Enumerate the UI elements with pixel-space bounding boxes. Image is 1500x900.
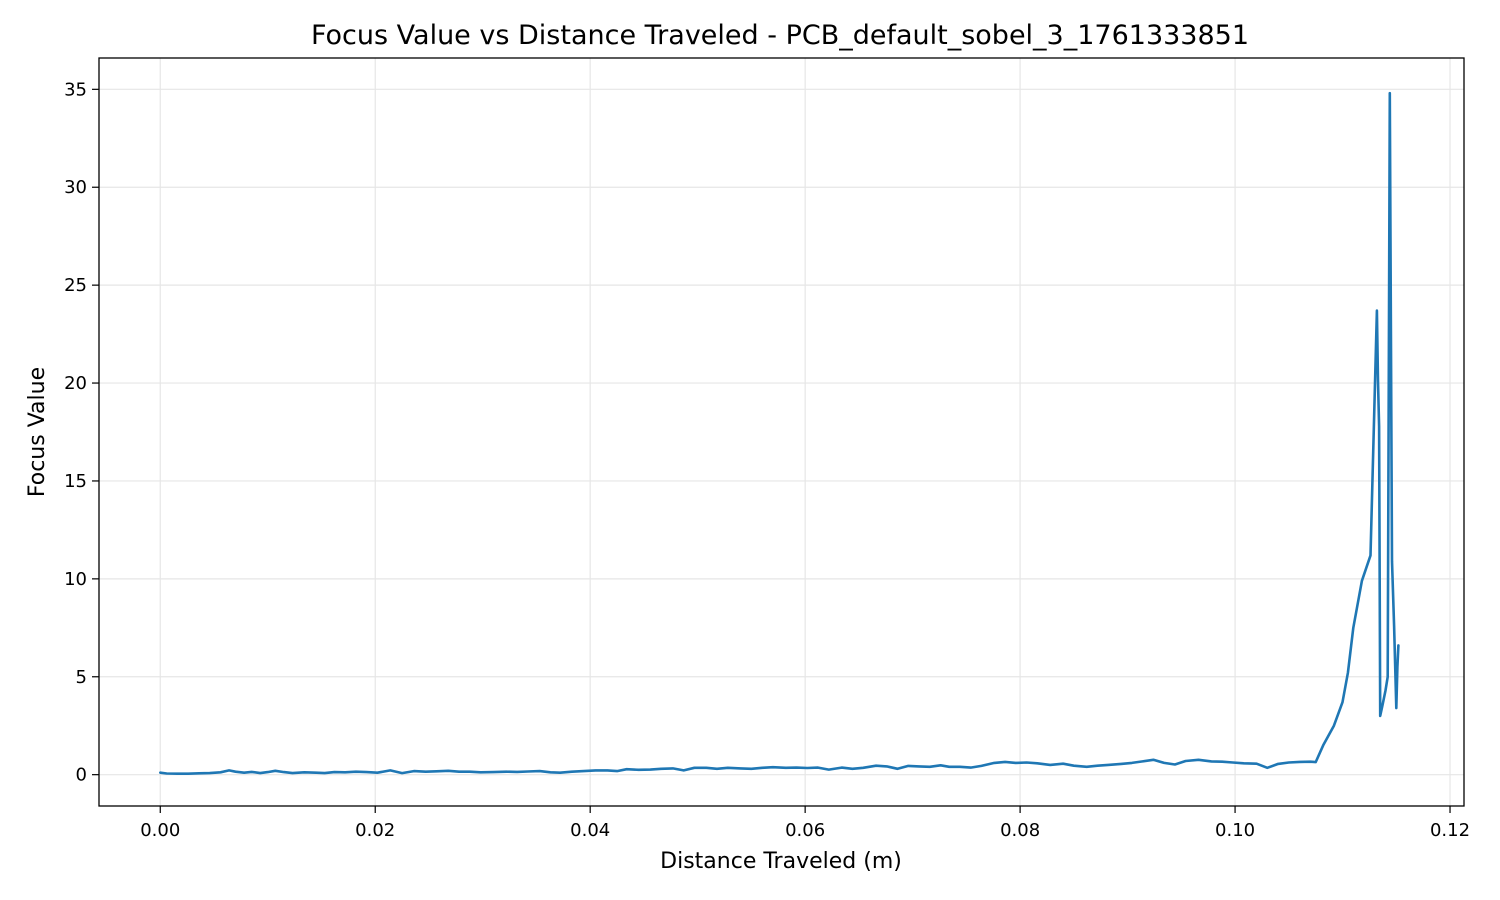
axes-frame (98, 57, 1465, 807)
y-tick-label: 10 (64, 569, 87, 590)
x-tick-label: 0.12 (1430, 820, 1470, 841)
y-axis-label: Focus Value (25, 367, 50, 497)
y-tick-label: 5 (76, 667, 87, 688)
x-tick-label: 0.00 (140, 820, 180, 841)
x-tick-label: 0.04 (570, 820, 610, 841)
x-tick-label: 0.10 (1215, 820, 1255, 841)
grid (99, 58, 1464, 806)
y-tick-label: 35 (64, 79, 87, 100)
y-tick-label: 30 (64, 177, 87, 198)
y-tick-label: 20 (64, 373, 87, 394)
y-tick-label: 25 (64, 275, 87, 296)
x-tick-label: 0.08 (1000, 820, 1040, 841)
focus-value-series-line (159, 91, 1400, 776)
y-tick-label: 0 (76, 765, 87, 786)
y-tick-label: 15 (64, 471, 87, 492)
x-tick-label: 0.02 (355, 820, 395, 841)
x-tick-label: 0.06 (785, 820, 825, 841)
plot-line-group (159, 91, 1400, 776)
y-axis-ticks: 0 5 10 15 20 25 30 35 (64, 79, 99, 786)
chart-title: Focus Value vs Distance Traveled - PCB_d… (311, 20, 1249, 51)
x-axis-ticks: 0.00 0.02 0.04 0.06 0.08 0.10 0.12 (140, 806, 1470, 841)
x-axis-label: Distance Traveled (m) (660, 849, 902, 874)
